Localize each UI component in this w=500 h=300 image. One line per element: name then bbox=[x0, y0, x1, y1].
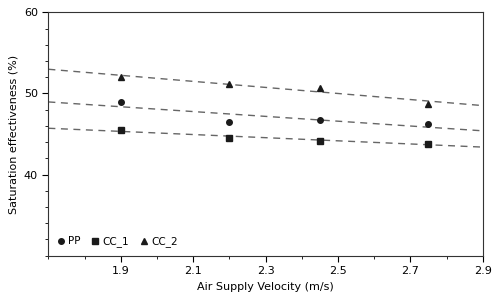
PP bbox=[426, 122, 432, 126]
CC_1 bbox=[226, 136, 232, 140]
Line: CC_2: CC_2 bbox=[118, 74, 431, 107]
PP bbox=[118, 100, 124, 103]
PP bbox=[226, 120, 232, 124]
CC_1 bbox=[118, 128, 124, 132]
CC_2 bbox=[426, 102, 432, 106]
Legend: PP, CC_1, CC_2: PP, CC_1, CC_2 bbox=[54, 233, 181, 250]
Line: PP: PP bbox=[118, 99, 431, 127]
Y-axis label: Saturation effectiveness (%): Saturation effectiveness (%) bbox=[8, 55, 18, 214]
X-axis label: Air Supply Velocity (m/s): Air Supply Velocity (m/s) bbox=[197, 282, 334, 292]
Line: CC_1: CC_1 bbox=[118, 127, 431, 146]
CC_1 bbox=[317, 139, 323, 142]
CC_1 bbox=[426, 142, 432, 146]
CC_2 bbox=[226, 82, 232, 85]
CC_2 bbox=[118, 75, 124, 79]
PP bbox=[317, 118, 323, 122]
CC_2 bbox=[317, 86, 323, 90]
